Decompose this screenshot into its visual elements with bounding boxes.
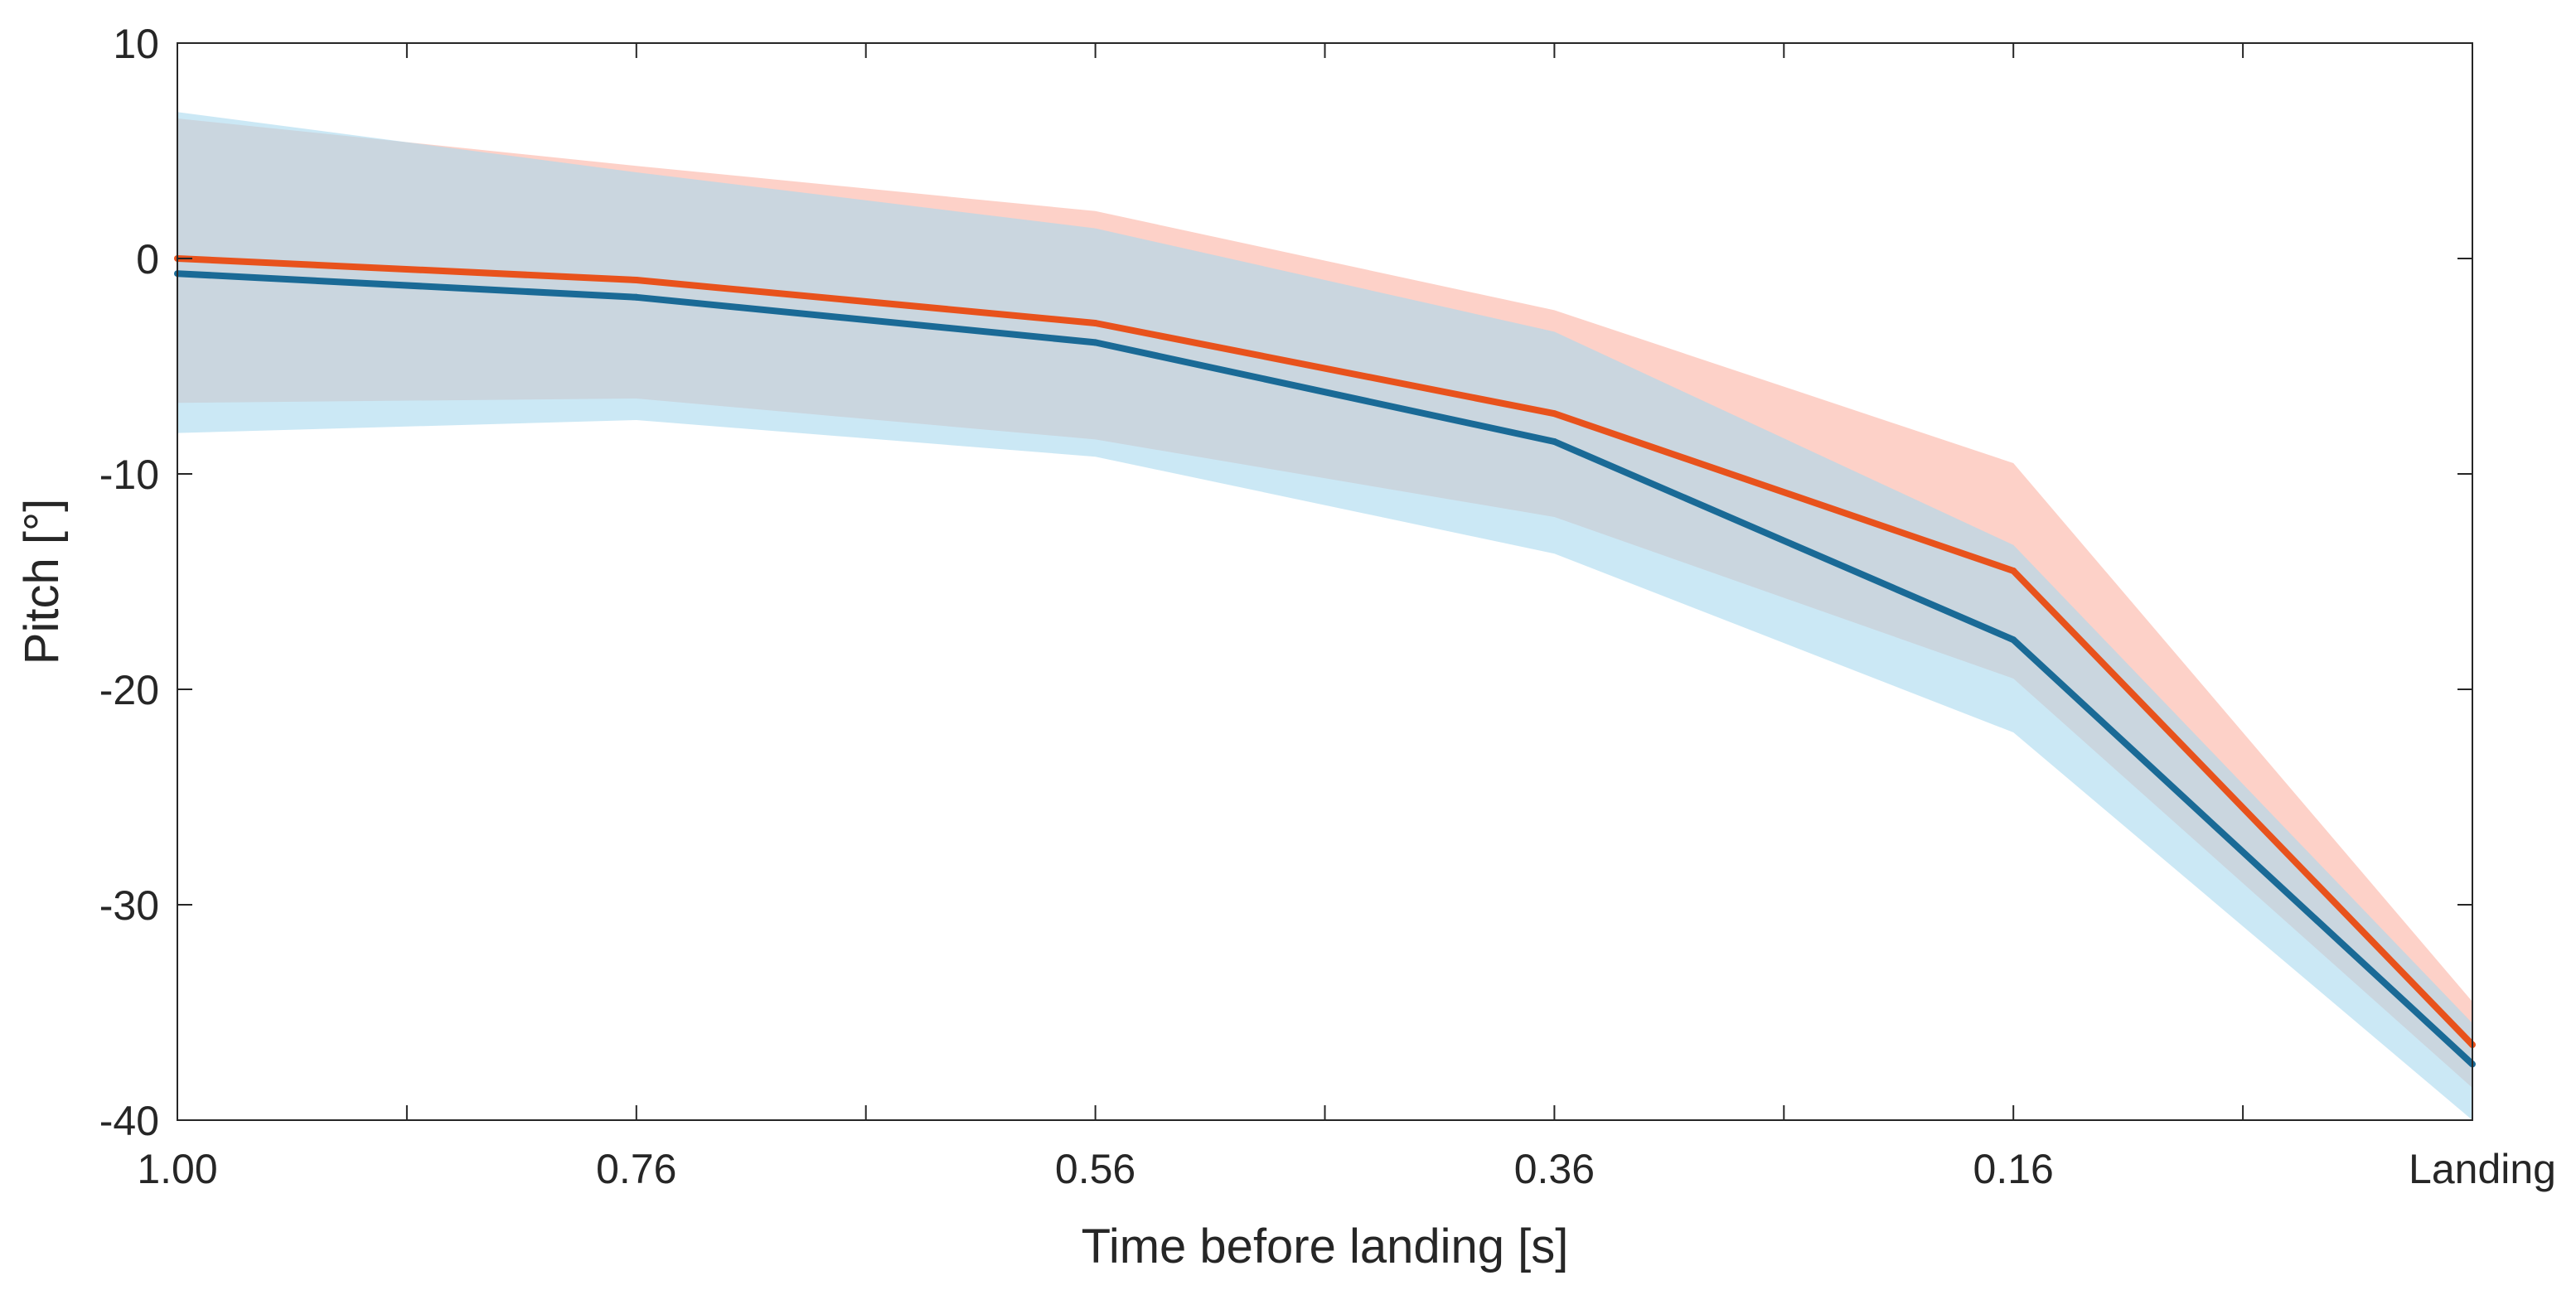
y-tick-label: -20 (99, 667, 159, 713)
series-orange-point (1092, 320, 1099, 326)
series-lines (174, 255, 2476, 1068)
y-axis-tick-labels: 10 0 -10 -20 -30 -40 (99, 21, 159, 1144)
x-tick-label: Landing (2409, 1146, 2556, 1192)
y-tick-label: -10 (99, 452, 159, 498)
x-axis-tick-labels: 1.00 0.76 0.56 0.36 0.16 Landing (137, 1146, 2556, 1192)
series-blue-line (177, 270, 2475, 1067)
y-tick-label: -30 (99, 882, 159, 929)
x-tick-label: 0.56 (1055, 1146, 1135, 1192)
series-blue-band (177, 112, 2472, 1121)
series-blue-point (1092, 339, 1099, 346)
series-blue-point (632, 293, 640, 301)
x-tick-label: 1.00 (137, 1146, 217, 1192)
series-orange-point (2010, 568, 2017, 574)
axis-ticks (177, 42, 2473, 1121)
y-tick-label: 0 (136, 236, 159, 283)
y-tick-label: -40 (99, 1098, 159, 1144)
x-tick-label: 0.36 (1514, 1146, 1595, 1192)
x-tick-label: 0.16 (1973, 1146, 2054, 1192)
series-orange-point (1551, 410, 1558, 418)
y-axis-title: Pitch [°] (15, 499, 69, 664)
x-axis-title: Time before landing [s] (1082, 1220, 1569, 1273)
series-orange-line (177, 255, 2475, 1047)
series-orange-point (632, 277, 640, 283)
series-blue-point (2010, 636, 2017, 644)
y-tick-label: 10 (113, 21, 159, 67)
confidence-bands (177, 112, 2472, 1121)
x-tick-label: 0.76 (596, 1146, 676, 1192)
series-blue-point (1551, 438, 1558, 445)
